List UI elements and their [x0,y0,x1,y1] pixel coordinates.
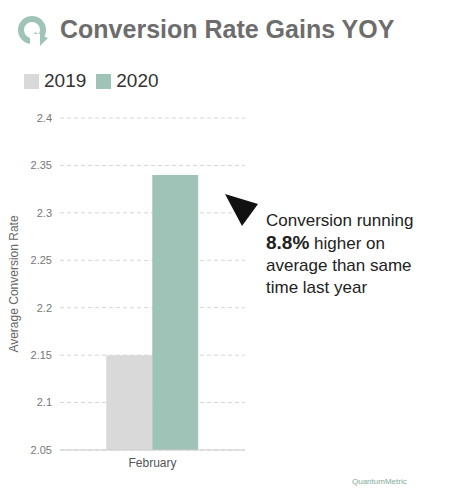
html-text:QuantumMetric: QuantumMetric [352,477,407,486]
svg-text:2.05: 2.05 [31,444,52,456]
html-text:8.8% higher on average than sa: 8.8% higher on average than same time la… [266,232,412,297]
html-text:2019: 2019 [44,70,87,91]
svg-text:2.4: 2.4 [37,112,52,124]
html-text:2020: 2020 [116,70,159,91]
svg-text:2.15: 2.15 [31,349,52,361]
svg-text:2.3: 2.3 [37,207,52,219]
html-text:Conversion running: Conversion running [266,211,414,230]
svg-text:2.25: 2.25 [31,254,52,266]
html-text:Conversion Rate Gains YOY: Conversion Rate Gains YOY [60,15,395,43]
svg-text:Average Conversion Rate: Average Conversion Rate [8,215,21,353]
svg-text:2.35: 2.35 [31,159,52,171]
svg-text:2.2: 2.2 [37,302,52,314]
svg-text:2.1: 2.1 [37,396,52,408]
svg-text:February: February [128,456,176,470]
